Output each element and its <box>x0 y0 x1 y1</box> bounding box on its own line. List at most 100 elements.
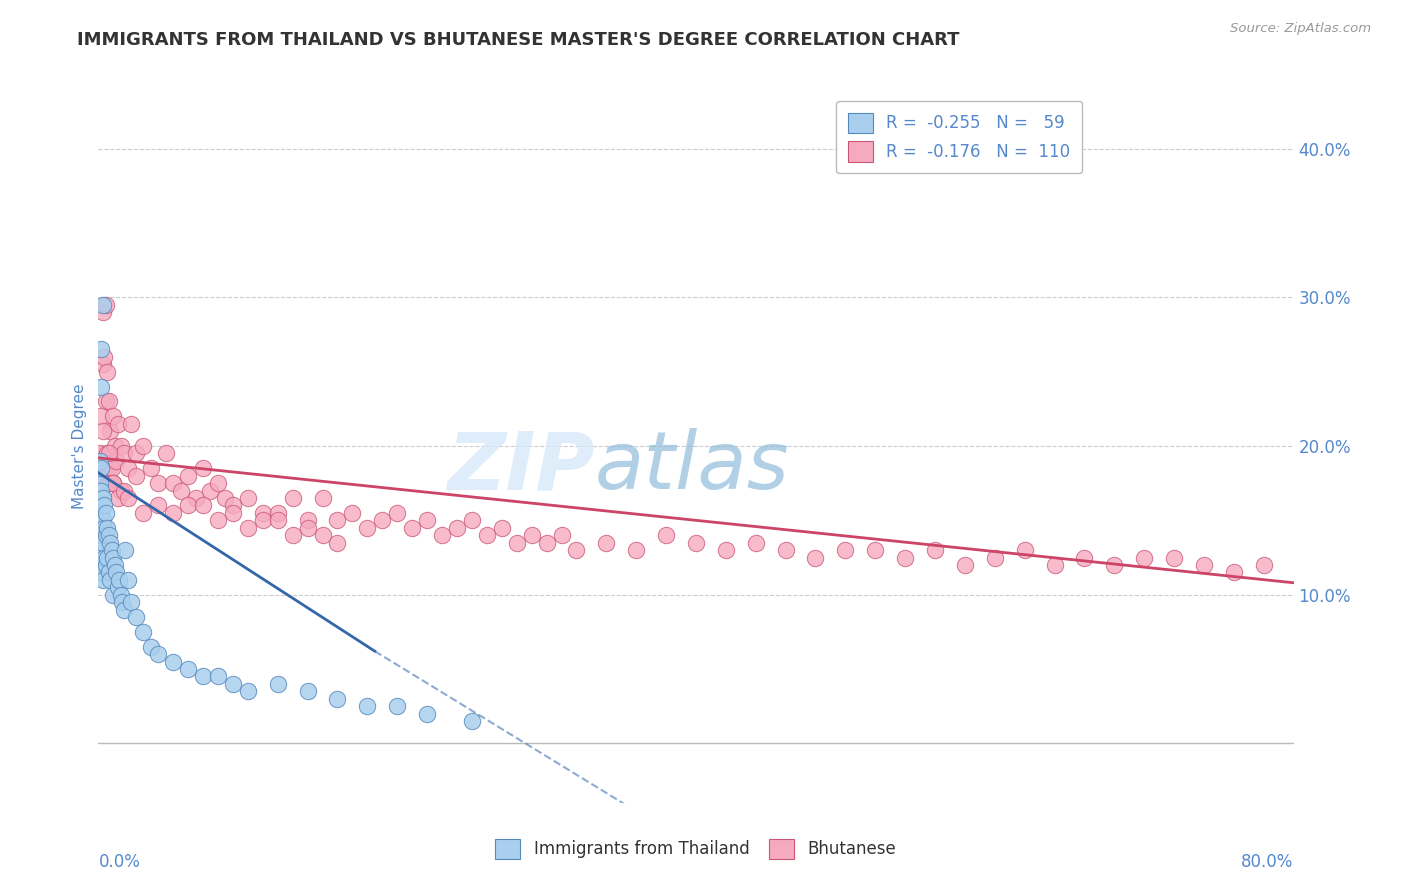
Point <box>356 521 378 535</box>
Point <box>132 506 155 520</box>
Point <box>1043 558 1066 572</box>
Point <box>110 439 132 453</box>
Point <box>90 379 112 393</box>
Text: 0.0%: 0.0% <box>98 853 141 871</box>
Point <box>267 513 290 527</box>
Point <box>775 543 797 558</box>
Point <box>90 476 112 491</box>
Point <box>342 506 364 520</box>
Point <box>139 640 162 654</box>
Point <box>222 499 245 513</box>
Text: atlas: atlas <box>595 428 789 507</box>
Point <box>93 499 115 513</box>
Point <box>117 573 139 587</box>
Point <box>96 550 118 565</box>
Point <box>222 677 245 691</box>
Point <box>311 528 333 542</box>
Point <box>117 461 139 475</box>
Point <box>89 446 111 460</box>
Text: IMMIGRANTS FROM THAILAND VS BHUTANESE MASTER'S DEGREE CORRELATION CHART: IMMIGRANTS FROM THAILAND VS BHUTANESE MA… <box>77 31 960 49</box>
Point <box>236 521 259 535</box>
Point <box>91 298 114 312</box>
Point <box>191 499 214 513</box>
Point <box>446 521 468 535</box>
Point <box>91 513 114 527</box>
Point <box>177 468 200 483</box>
Point <box>252 513 274 527</box>
Point <box>401 521 423 535</box>
Point <box>1223 566 1246 580</box>
Point <box>148 476 170 491</box>
Point <box>94 558 117 572</box>
Point <box>94 506 117 520</box>
Point <box>200 483 222 498</box>
Point <box>132 624 155 639</box>
Point <box>117 491 139 505</box>
Point <box>252 506 274 520</box>
Point <box>97 528 120 542</box>
Point <box>371 513 394 527</box>
Point <box>536 535 558 549</box>
Point <box>430 528 453 542</box>
Point <box>297 684 319 698</box>
Point <box>107 580 129 594</box>
Y-axis label: Master's Degree: Master's Degree <box>72 384 87 508</box>
Point <box>93 550 115 565</box>
Point <box>90 409 112 424</box>
Point <box>105 454 128 468</box>
Point <box>93 468 115 483</box>
Point <box>214 491 236 505</box>
Point <box>98 535 122 549</box>
Point <box>1133 550 1156 565</box>
Point <box>191 669 214 683</box>
Point <box>311 491 333 505</box>
Point <box>103 476 125 491</box>
Text: Source: ZipAtlas.com: Source: ZipAtlas.com <box>1230 22 1371 36</box>
Point <box>125 610 148 624</box>
Point <box>565 543 588 558</box>
Point <box>385 699 409 714</box>
Point <box>112 602 135 616</box>
Point <box>94 528 117 542</box>
Point <box>222 506 245 520</box>
Point <box>894 550 917 565</box>
Point <box>89 506 111 520</box>
Point <box>865 543 887 558</box>
Point <box>207 476 229 491</box>
Point <box>520 528 543 542</box>
Point <box>91 424 114 438</box>
Point <box>1163 550 1185 565</box>
Point <box>105 566 128 580</box>
Point <box>96 365 118 379</box>
Point <box>162 506 184 520</box>
Point <box>685 535 707 549</box>
Point <box>385 506 409 520</box>
Point <box>96 521 118 535</box>
Text: ZIP: ZIP <box>447 428 595 507</box>
Point <box>90 343 112 357</box>
Point <box>94 298 117 312</box>
Point <box>91 535 114 549</box>
Point <box>155 446 177 460</box>
Point <box>745 535 768 549</box>
Point <box>91 573 114 587</box>
Point <box>103 409 125 424</box>
Point <box>98 424 122 438</box>
Point <box>91 357 114 371</box>
Point <box>89 476 111 491</box>
Point <box>177 499 200 513</box>
Point <box>93 521 115 535</box>
Point <box>90 566 112 580</box>
Point <box>93 350 115 364</box>
Point <box>207 669 229 683</box>
Point <box>356 699 378 714</box>
Point <box>236 684 259 698</box>
Point <box>281 528 304 542</box>
Point <box>96 446 118 460</box>
Point <box>297 521 319 535</box>
Point <box>89 528 111 542</box>
Point <box>90 461 112 475</box>
Point <box>101 461 124 475</box>
Point <box>110 588 132 602</box>
Point <box>107 491 129 505</box>
